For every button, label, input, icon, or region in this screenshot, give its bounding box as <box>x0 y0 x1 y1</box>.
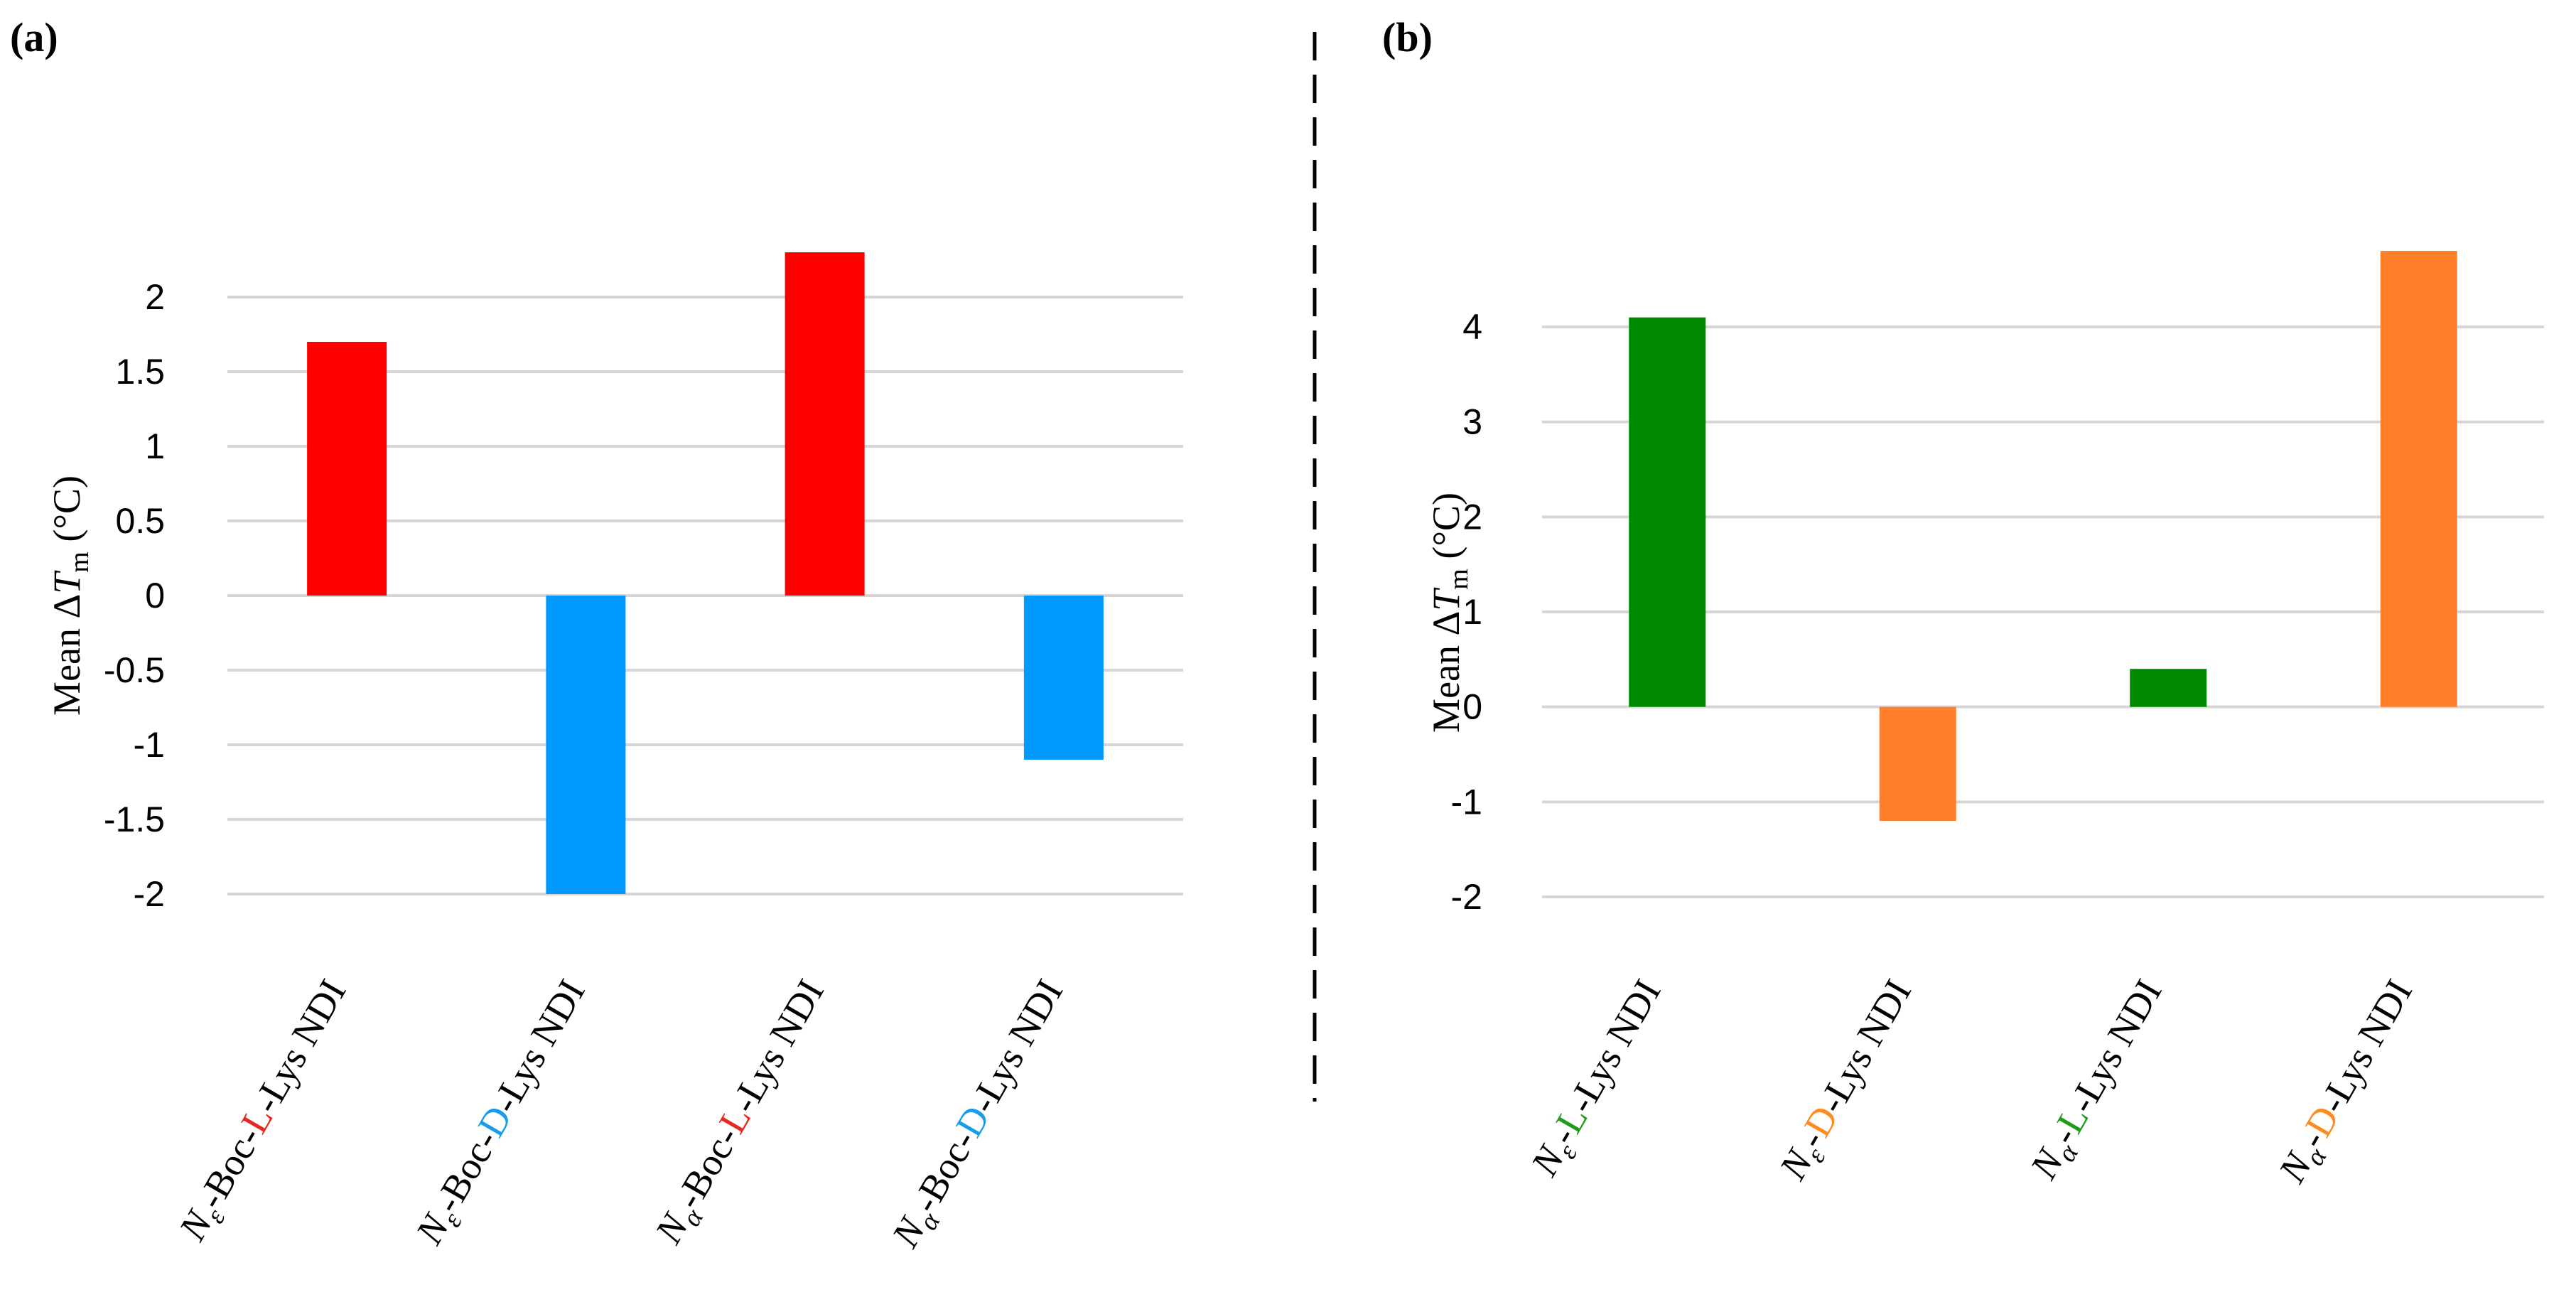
chart-a-ytick-label: -0.5 <box>104 650 165 690</box>
panel-b-label: (b) <box>1382 14 1433 60</box>
chart-b-ytick-label: -2 <box>1451 877 1482 917</box>
chart-a-ytick-label: 0 <box>145 576 165 615</box>
chart-b-bar-1 <box>1629 317 1706 707</box>
chart-a-ytick-label: -1.5 <box>104 800 165 839</box>
chart-a-bar-4 <box>1023 596 1104 760</box>
chart-b-ytick-label: 4 <box>1462 307 1482 347</box>
chart-a-ylabel: Mean ΔTm (°C) <box>45 475 95 716</box>
chart-b-ytick-label: -1 <box>1451 782 1482 822</box>
chart-b-ytick-label: 0 <box>1462 687 1482 727</box>
chart-b-category-label-2: Nε-D-Lys NDI <box>1771 972 1925 1190</box>
chart-b-category-label-1: Nε-L-Lys NDI <box>1522 972 1674 1187</box>
chart-a-category-label-3: Nα-Boc-L-Lys NDI <box>647 972 838 1254</box>
chart-b-category-label-4: Nα-D-Lys NDI <box>2270 972 2425 1193</box>
chart-b-ytick-label: 3 <box>1462 402 1482 442</box>
chart-b-ytick-label: 1 <box>1462 592 1482 632</box>
chart-a-category-label-1: Nε-Boc-L-Lys NDI <box>171 972 360 1252</box>
chart-a-ytick-label: 1.5 <box>115 352 165 392</box>
chart-a-ytick-label: -1 <box>134 725 165 765</box>
chart-b-bar-4 <box>2380 251 2457 707</box>
chart-a: 2 1.5 1 0.5 0 -0.5 -1 -1.5 -2 Mean ΔTm (°C) Nε-Boc… <box>45 252 1183 1258</box>
chart-b: 4 3 2 1 0 -1 -2 Mean ΔTm (°C) Nε-L-Lys NDI Nε-D-L… <box>1425 251 2544 1193</box>
chart-a-ytick-label: 0.5 <box>115 501 165 541</box>
chart-a-bar-3 <box>785 252 865 596</box>
chart-a-category-label-2: Nε-Boc-D-Lys NDI <box>407 972 598 1255</box>
chart-a-ytick-label: 1 <box>145 426 165 466</box>
chart-a-bar-2 <box>546 596 626 894</box>
chart-b-ylabel: Mean ΔTm (°C) <box>1425 493 1474 733</box>
chart-b-bar-3 <box>2130 669 2207 707</box>
chart-a-bar-1 <box>307 342 387 596</box>
chart-b-ytick-label: 2 <box>1462 497 1482 537</box>
chart-b-bar-2 <box>1879 706 1956 822</box>
chart-a-category-label-4: Nα-Boc-D-Lys NDI <box>883 972 1077 1258</box>
chart-b-category-label-3: Nα-L-Lys NDI <box>2022 972 2175 1190</box>
chart-a-ytick-label: 2 <box>145 277 165 317</box>
panel-a-label: (a) <box>10 14 58 60</box>
chart-a-ytick-label: -2 <box>134 874 165 914</box>
